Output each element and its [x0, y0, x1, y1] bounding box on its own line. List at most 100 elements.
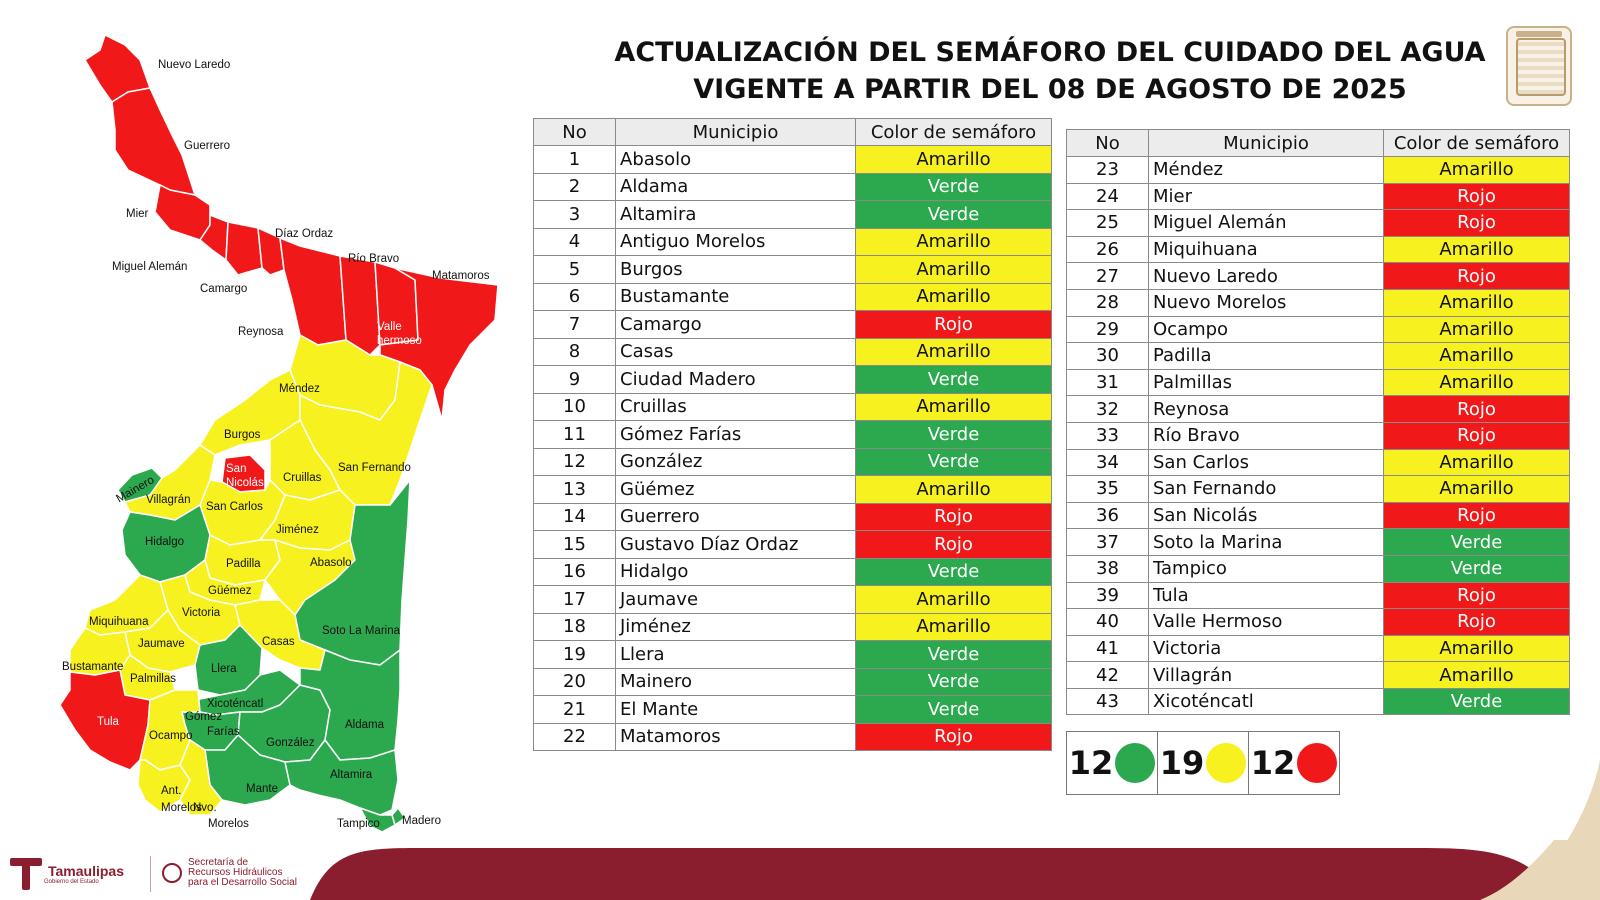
table-row: 15 Gustavo Díaz Ordaz Rojo — [533, 530, 1052, 559]
table-row: 3 Altamira Verde — [533, 200, 1052, 229]
table-row: 9 Ciudad Madero Verde — [533, 365, 1052, 394]
cell-color: Verde — [1383, 687, 1570, 716]
cell-municipio: Tula — [1148, 581, 1384, 610]
cell-no: 1 — [533, 145, 616, 174]
cell-color: Amarillo — [855, 612, 1052, 641]
label-xicotencatl: Xicoténcatl — [207, 698, 263, 710]
table-row: 16 Hidalgo Verde — [533, 557, 1052, 586]
label-rio-bravo: Río Bravo — [348, 253, 399, 265]
cell-color: Amarillo — [1383, 288, 1570, 317]
municipios-table-2: No Municipio Color de semáforo 23 Méndez A… — [1066, 129, 1570, 716]
cell-color: Verde — [855, 447, 1052, 476]
label-cruillas: Cruillas — [283, 472, 322, 484]
label-jimenez: Jiménez — [276, 524, 319, 536]
label-tampico: Tampico — [337, 818, 380, 830]
cell-no: 32 — [1066, 395, 1149, 423]
water-drop-icon — [162, 863, 182, 883]
cell-municipio: Ocampo — [1148, 315, 1384, 344]
cell-color: Rojo — [1383, 209, 1570, 237]
yellow-circle-icon — [1206, 743, 1247, 783]
table-row: 8 Casas Amarillo — [533, 337, 1052, 366]
cell-no: 38 — [1066, 554, 1149, 583]
header-no: No — [1066, 129, 1149, 157]
table-row: 20 Mainero Verde — [533, 667, 1052, 696]
cell-municipio: Xicoténcatl — [1148, 687, 1384, 716]
table-row: 25 Miguel Alemán Rojo — [1066, 209, 1570, 237]
table-row: 11 Gómez Farías Verde — [533, 420, 1052, 449]
label-san-fernando: San Fernando — [338, 462, 411, 474]
table-row: 18 Jiménez Amarillo — [533, 612, 1052, 641]
cell-no: 33 — [1066, 421, 1149, 450]
cell-no: 17 — [533, 585, 616, 614]
table-row: 2 Aldama Verde — [533, 172, 1052, 201]
cell-municipio: Guerrero — [615, 502, 856, 531]
table-row: 28 Nuevo Morelos Amarillo — [1066, 288, 1570, 317]
cell-municipio: Hidalgo — [615, 557, 856, 586]
cell-municipio: Aldama — [615, 172, 856, 201]
secretaria-logo: Secretaría de Recursos Hidráulicos para … — [162, 858, 297, 888]
cell-no: 25 — [1066, 209, 1149, 237]
table-row: 35 San Fernando Amarillo — [1066, 475, 1570, 503]
table-row: 19 Llera Verde — [533, 640, 1052, 669]
label-ant: Ant. — [161, 785, 181, 797]
table-row: 12 González Verde — [533, 447, 1052, 476]
cell-no: 28 — [1066, 288, 1149, 317]
table-row: 40 Valle Hermoso Rojo — [1066, 608, 1570, 636]
table-row: 21 El Mante Verde — [533, 695, 1052, 724]
label-matamoros: Matamoros — [432, 270, 490, 282]
label-nvo-morelos: Morelos — [208, 818, 249, 830]
cell-no: 39 — [1066, 581, 1149, 610]
cell-no: 10 — [533, 392, 616, 421]
label-guerrero: Guerrero — [184, 140, 230, 152]
cell-color: Rojo — [855, 530, 1052, 559]
label-soto-la-marina: Soto La Marina — [322, 625, 401, 637]
label-palmillas: Palmillas — [130, 673, 176, 685]
corner-decoration — [1520, 760, 1600, 900]
cell-municipio: Miquihuana — [1148, 235, 1384, 264]
map-svg: Nuevo Laredo Guerrero Mier Díaz Ordaz Rí… — [59, 34, 499, 833]
region-aldama — [299, 649, 401, 761]
label-madero: Madero — [402, 815, 441, 827]
label-victoria: Victoria — [182, 607, 221, 619]
cell-no: 22 — [533, 722, 616, 751]
cell-municipio: Jaumave — [615, 585, 856, 614]
region-guerrero — [111, 87, 196, 196]
cell-color: Rojo — [1383, 421, 1570, 450]
tamaulipas-logo: Tamaulipas Gobierno del Estado — [8, 856, 124, 892]
summary-rojo: 12 — [1249, 732, 1339, 794]
cell-municipio: San Fernando — [1148, 475, 1384, 503]
label-morelos: Morelos — [161, 802, 202, 814]
title-line-2: VIGENTE A PARTIR DEL 08 DE AGOSTO DE 202… — [693, 74, 1407, 105]
table-row: 34 San Carlos Amarillo — [1066, 448, 1570, 477]
cell-no: 5 — [533, 255, 616, 284]
table-row: 5 Burgos Amarillo — [533, 255, 1052, 284]
cell-color: Amarillo — [1383, 661, 1570, 689]
table-row: 13 Güémez Amarillo — [533, 475, 1052, 504]
summary-verde: 12 — [1067, 732, 1158, 794]
region-camargo — [225, 221, 263, 276]
cell-municipio: Soto la Marina — [1148, 528, 1384, 556]
table-row: 37 Soto la Marina Verde — [1066, 528, 1570, 556]
cell-municipio: Reynosa — [1148, 395, 1384, 423]
cell-color: Rojo — [1383, 501, 1570, 530]
label-diaz-ordaz: Díaz Ordaz — [275, 228, 333, 240]
cell-no: 36 — [1066, 501, 1149, 530]
cell-no: 35 — [1066, 475, 1149, 503]
cell-color: Verde — [855, 172, 1052, 201]
table-row: 33 Río Bravo Rojo — [1066, 421, 1570, 450]
label-valle-1: Valle — [377, 321, 402, 333]
header-color: Color de semáforo — [1383, 129, 1570, 157]
table-row: 1 Abasolo Amarillo — [533, 145, 1052, 174]
cell-color: Rojo — [855, 502, 1052, 531]
table-row: 26 Miquihuana Amarillo — [1066, 235, 1570, 264]
red-circle-icon — [1297, 743, 1338, 783]
table-row: 24 Mier Rojo — [1066, 182, 1570, 211]
region-rio-bravo — [339, 255, 381, 356]
tamaulipas-map: Nuevo Laredo Guerrero Mier Díaz Ordaz Rí… — [0, 0, 520, 840]
cell-municipio: Palmillas — [1148, 368, 1384, 397]
secretaria-line-1: Secretaría de — [188, 857, 249, 868]
region-diaz-ordaz — [257, 227, 285, 276]
table-row: 41 Victoria Amarillo — [1066, 634, 1570, 663]
table-body-2: 23 Méndez Amarillo 24 Mier Rojo 25 Miguel Alemá… — [1066, 156, 1570, 716]
cell-municipio: Valle Hermoso — [1148, 608, 1384, 636]
